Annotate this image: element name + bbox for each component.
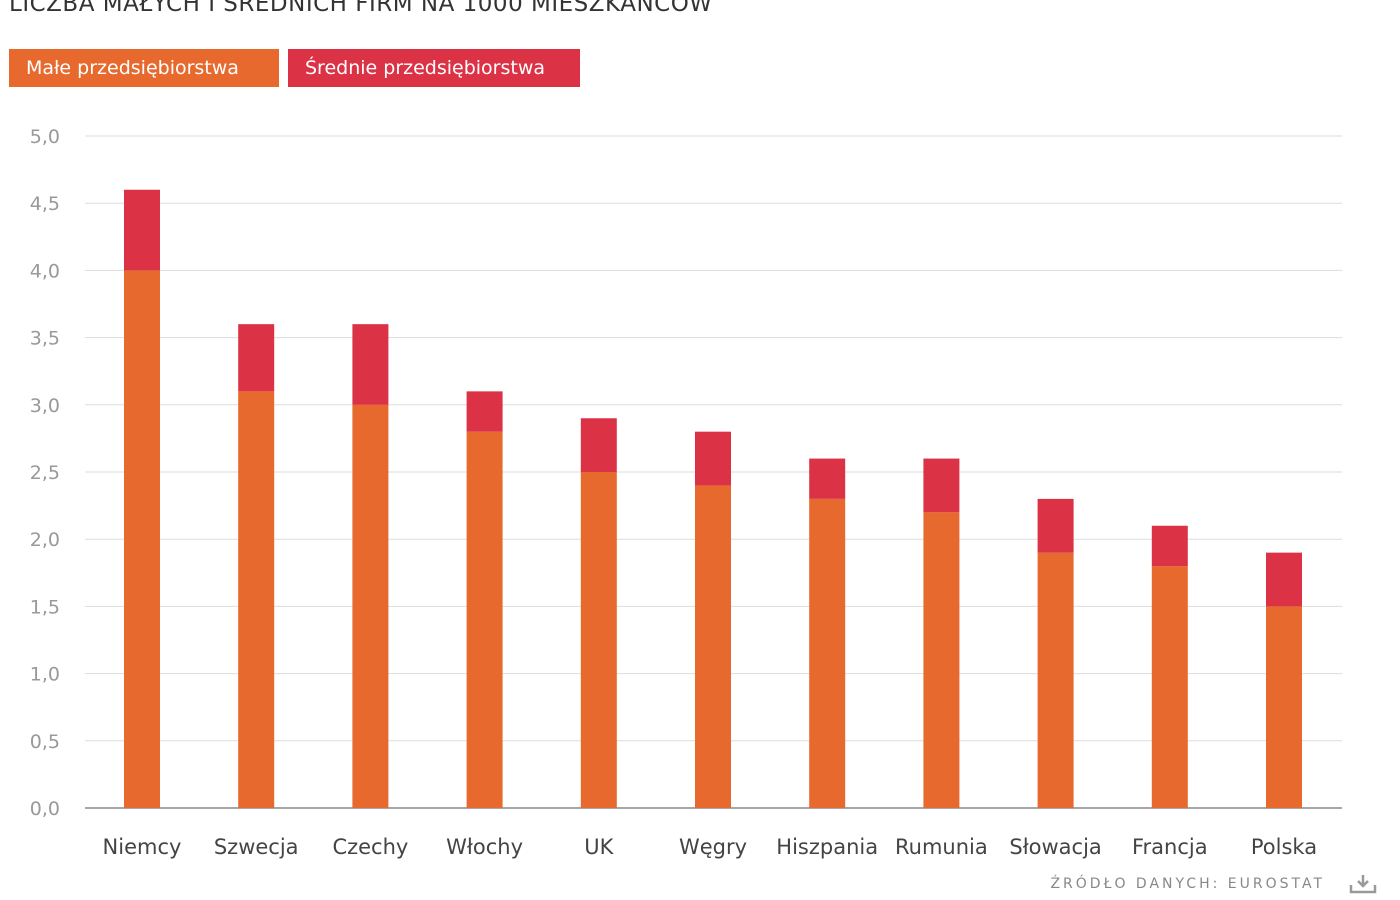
x-category-label: Niemcy [103, 835, 182, 859]
bar-small [809, 498, 846, 808]
bar-small [1151, 566, 1188, 808]
x-category-label: Słowacja [1009, 835, 1101, 859]
bar-small [352, 404, 389, 808]
bar-medium [124, 189, 160, 271]
x-category-label: Włochy [446, 835, 523, 859]
y-tick-label: 5,0 [30, 126, 60, 148]
download-icon[interactable] [1348, 873, 1378, 895]
bar-medium [1037, 498, 1074, 553]
x-category-label: Francja [1132, 835, 1208, 859]
y-tick-label: 2,0 [30, 529, 60, 551]
bar-small [580, 472, 617, 808]
bar-medium [238, 324, 275, 392]
x-category-label: Szwecja [214, 835, 299, 859]
bar-small [124, 270, 160, 808]
bar-small [466, 431, 503, 808]
bar-medium [809, 458, 846, 499]
x-category-label: Polska [1251, 835, 1317, 859]
x-category-label: Węgry [679, 835, 747, 859]
x-category-label: Hiszpania [776, 835, 878, 859]
bar-small [1037, 552, 1074, 808]
legend-small-enterprises[interactable]: Małe przedsiębiorstwa [9, 49, 279, 87]
data-source: ŹRÓDŁO DANYCH: EUROSTAT [1050, 876, 1325, 892]
legend-medium-enterprises[interactable]: Średnie przedsiębiorstwa [288, 49, 580, 87]
bar-small [1266, 606, 1302, 808]
y-tick-label: 3,0 [30, 395, 60, 417]
x-category-label: Czechy [332, 835, 408, 859]
bar-medium [1266, 552, 1302, 607]
bar-small [238, 391, 275, 808]
y-tick-label: 2,5 [30, 462, 60, 484]
x-category-label: UK [584, 835, 614, 859]
x-category-label: Rumunia [895, 835, 988, 859]
bar-medium [466, 391, 503, 432]
bar-medium [923, 458, 960, 513]
y-tick-label: 4,5 [30, 193, 60, 215]
y-tick-label: 0,5 [30, 731, 60, 753]
y-tick-label: 3,5 [30, 328, 60, 350]
y-tick-label: 1,5 [30, 596, 60, 618]
y-tick-label: 0,0 [30, 798, 60, 820]
bar-medium [352, 324, 389, 405]
bar-medium [1151, 525, 1188, 567]
bar-small [695, 485, 731, 808]
y-tick-label: 1,0 [30, 664, 60, 686]
bar-medium [580, 418, 617, 472]
bar-medium [695, 431, 731, 486]
y-tick-label: 4,0 [30, 260, 60, 282]
chart-title: LICZBA MAŁYCH I ŚREDNICH FIRM NA 1000 MI… [9, 0, 713, 17]
bar-small [923, 512, 960, 808]
